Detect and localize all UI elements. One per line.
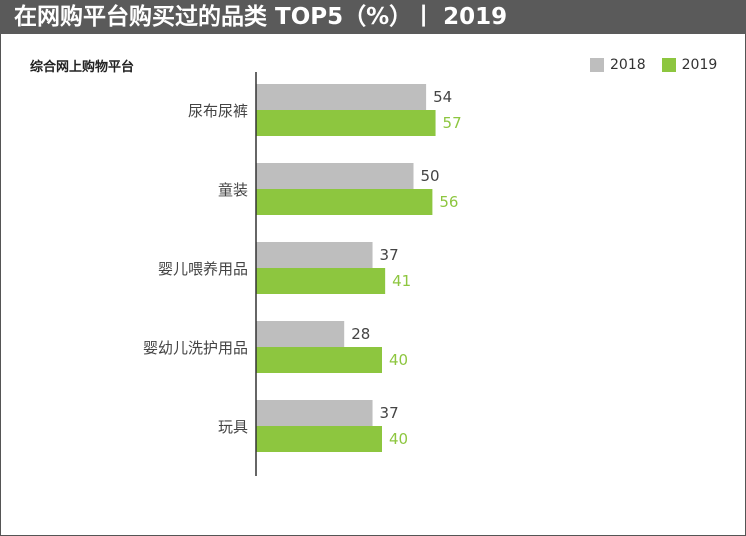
bar-2018 <box>256 400 373 426</box>
data-label-2019: 40 <box>389 351 408 369</box>
category-label: 婴幼儿洗护用品 <box>143 339 248 357</box>
category-label: 童装 <box>218 181 248 199</box>
title-bar: 在网购平台购买过的品类 TOP5（%）丨 2019 <box>0 0 746 34</box>
bar-2018 <box>256 242 373 268</box>
data-label-2019: 56 <box>439 193 458 211</box>
data-label-2018: 28 <box>351 325 370 343</box>
category-label: 尿布尿裤 <box>188 102 248 120</box>
bar-2019 <box>256 189 433 215</box>
bar-2018 <box>256 321 345 347</box>
chart-title: 在网购平台购买过的品类 TOP5（%）丨 2019 <box>14 4 508 30</box>
data-label-2018: 54 <box>433 88 452 106</box>
data-label-2019: 57 <box>443 114 462 132</box>
legend-label-2018: 2018 <box>610 57 646 73</box>
category-label: 婴儿喂养用品 <box>158 260 248 278</box>
bar-2018 <box>256 163 414 189</box>
legend: 2018 2019 <box>590 56 717 74</box>
legend-item-2019: 2019 <box>661 57 718 73</box>
data-label-2019: 41 <box>392 272 411 290</box>
legend-label-2019: 2019 <box>681 57 718 73</box>
bar-2018 <box>256 84 427 110</box>
bar-2019 <box>256 426 382 452</box>
bar-2019 <box>256 268 386 294</box>
category-label: 玩具 <box>218 418 248 436</box>
data-label-2019: 40 <box>389 430 408 448</box>
data-label-2018: 50 <box>421 167 440 185</box>
bar-2019 <box>256 347 382 373</box>
data-label-2018: 37 <box>380 246 399 264</box>
legend-swatch-2018 <box>590 58 604 72</box>
data-label-2018: 37 <box>380 404 399 422</box>
chart-subtitle: 综合网上购物平台 <box>30 60 135 75</box>
bar-2019 <box>256 110 436 136</box>
legend-item-2018: 2018 <box>590 57 646 73</box>
legend-swatch-2019 <box>661 58 676 72</box>
